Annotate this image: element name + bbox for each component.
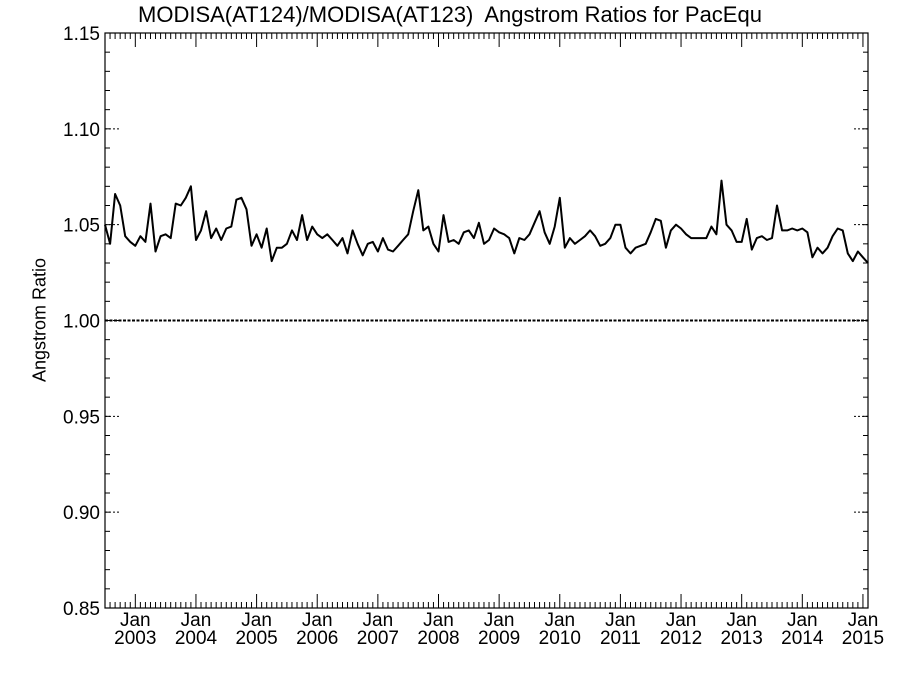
x-tick-month-label: Jan	[848, 610, 879, 631]
x-tick-month-label: Jan	[666, 610, 697, 631]
x-tick-year-label: 2004	[175, 628, 218, 649]
y-tick-label: 1.15	[63, 24, 100, 45]
x-tick-month-label: Jan	[302, 610, 333, 631]
x-tick-month-label: Jan	[484, 610, 515, 631]
y-tick-label: 1.00	[63, 312, 100, 333]
x-tick-year-label: 2013	[721, 628, 763, 649]
x-tick-month-label: Jan	[787, 610, 818, 631]
x-tick-year-label: 2009	[478, 628, 520, 649]
x-tick-month-label: Jan	[423, 610, 454, 631]
y-tick-label: 1.05	[63, 216, 100, 237]
x-tick-year-label: 2011	[600, 628, 641, 649]
y-tick-label: 0.85	[63, 599, 100, 620]
x-tick-month-label: Jan	[726, 610, 757, 631]
x-tick-month-label: Jan	[363, 610, 394, 631]
x-tick-month-label: Jan	[181, 610, 212, 631]
x-tick-month-label: Jan	[544, 610, 575, 631]
x-tick-year-label: 2010	[539, 628, 581, 649]
x-tick-year-label: 2014	[781, 628, 824, 649]
x-tick-month-label: Jan	[605, 610, 636, 631]
chart-title: MODISA(AT124)/MODISA(AT123) Angstrom Rat…	[138, 2, 762, 27]
x-tick-year-label: 2008	[417, 628, 459, 649]
x-tick-year-label: 2012	[660, 628, 702, 649]
series-line	[104, 179, 869, 264]
x-tick-year-label: 2005	[235, 628, 277, 649]
x-tick-year-label: 2007	[357, 628, 399, 649]
x-tick-month-label: Jan	[241, 610, 272, 631]
y-tick-label: 0.90	[63, 503, 100, 524]
y-tick-label: 1.10	[63, 120, 100, 141]
x-tick-year-label: 2003	[114, 628, 156, 649]
y-tick-label: 0.95	[63, 407, 100, 428]
x-tick-year-label: 2015	[842, 628, 884, 649]
x-tick-month-label: Jan	[120, 610, 151, 631]
x-tick-year-label: 2006	[296, 628, 338, 649]
